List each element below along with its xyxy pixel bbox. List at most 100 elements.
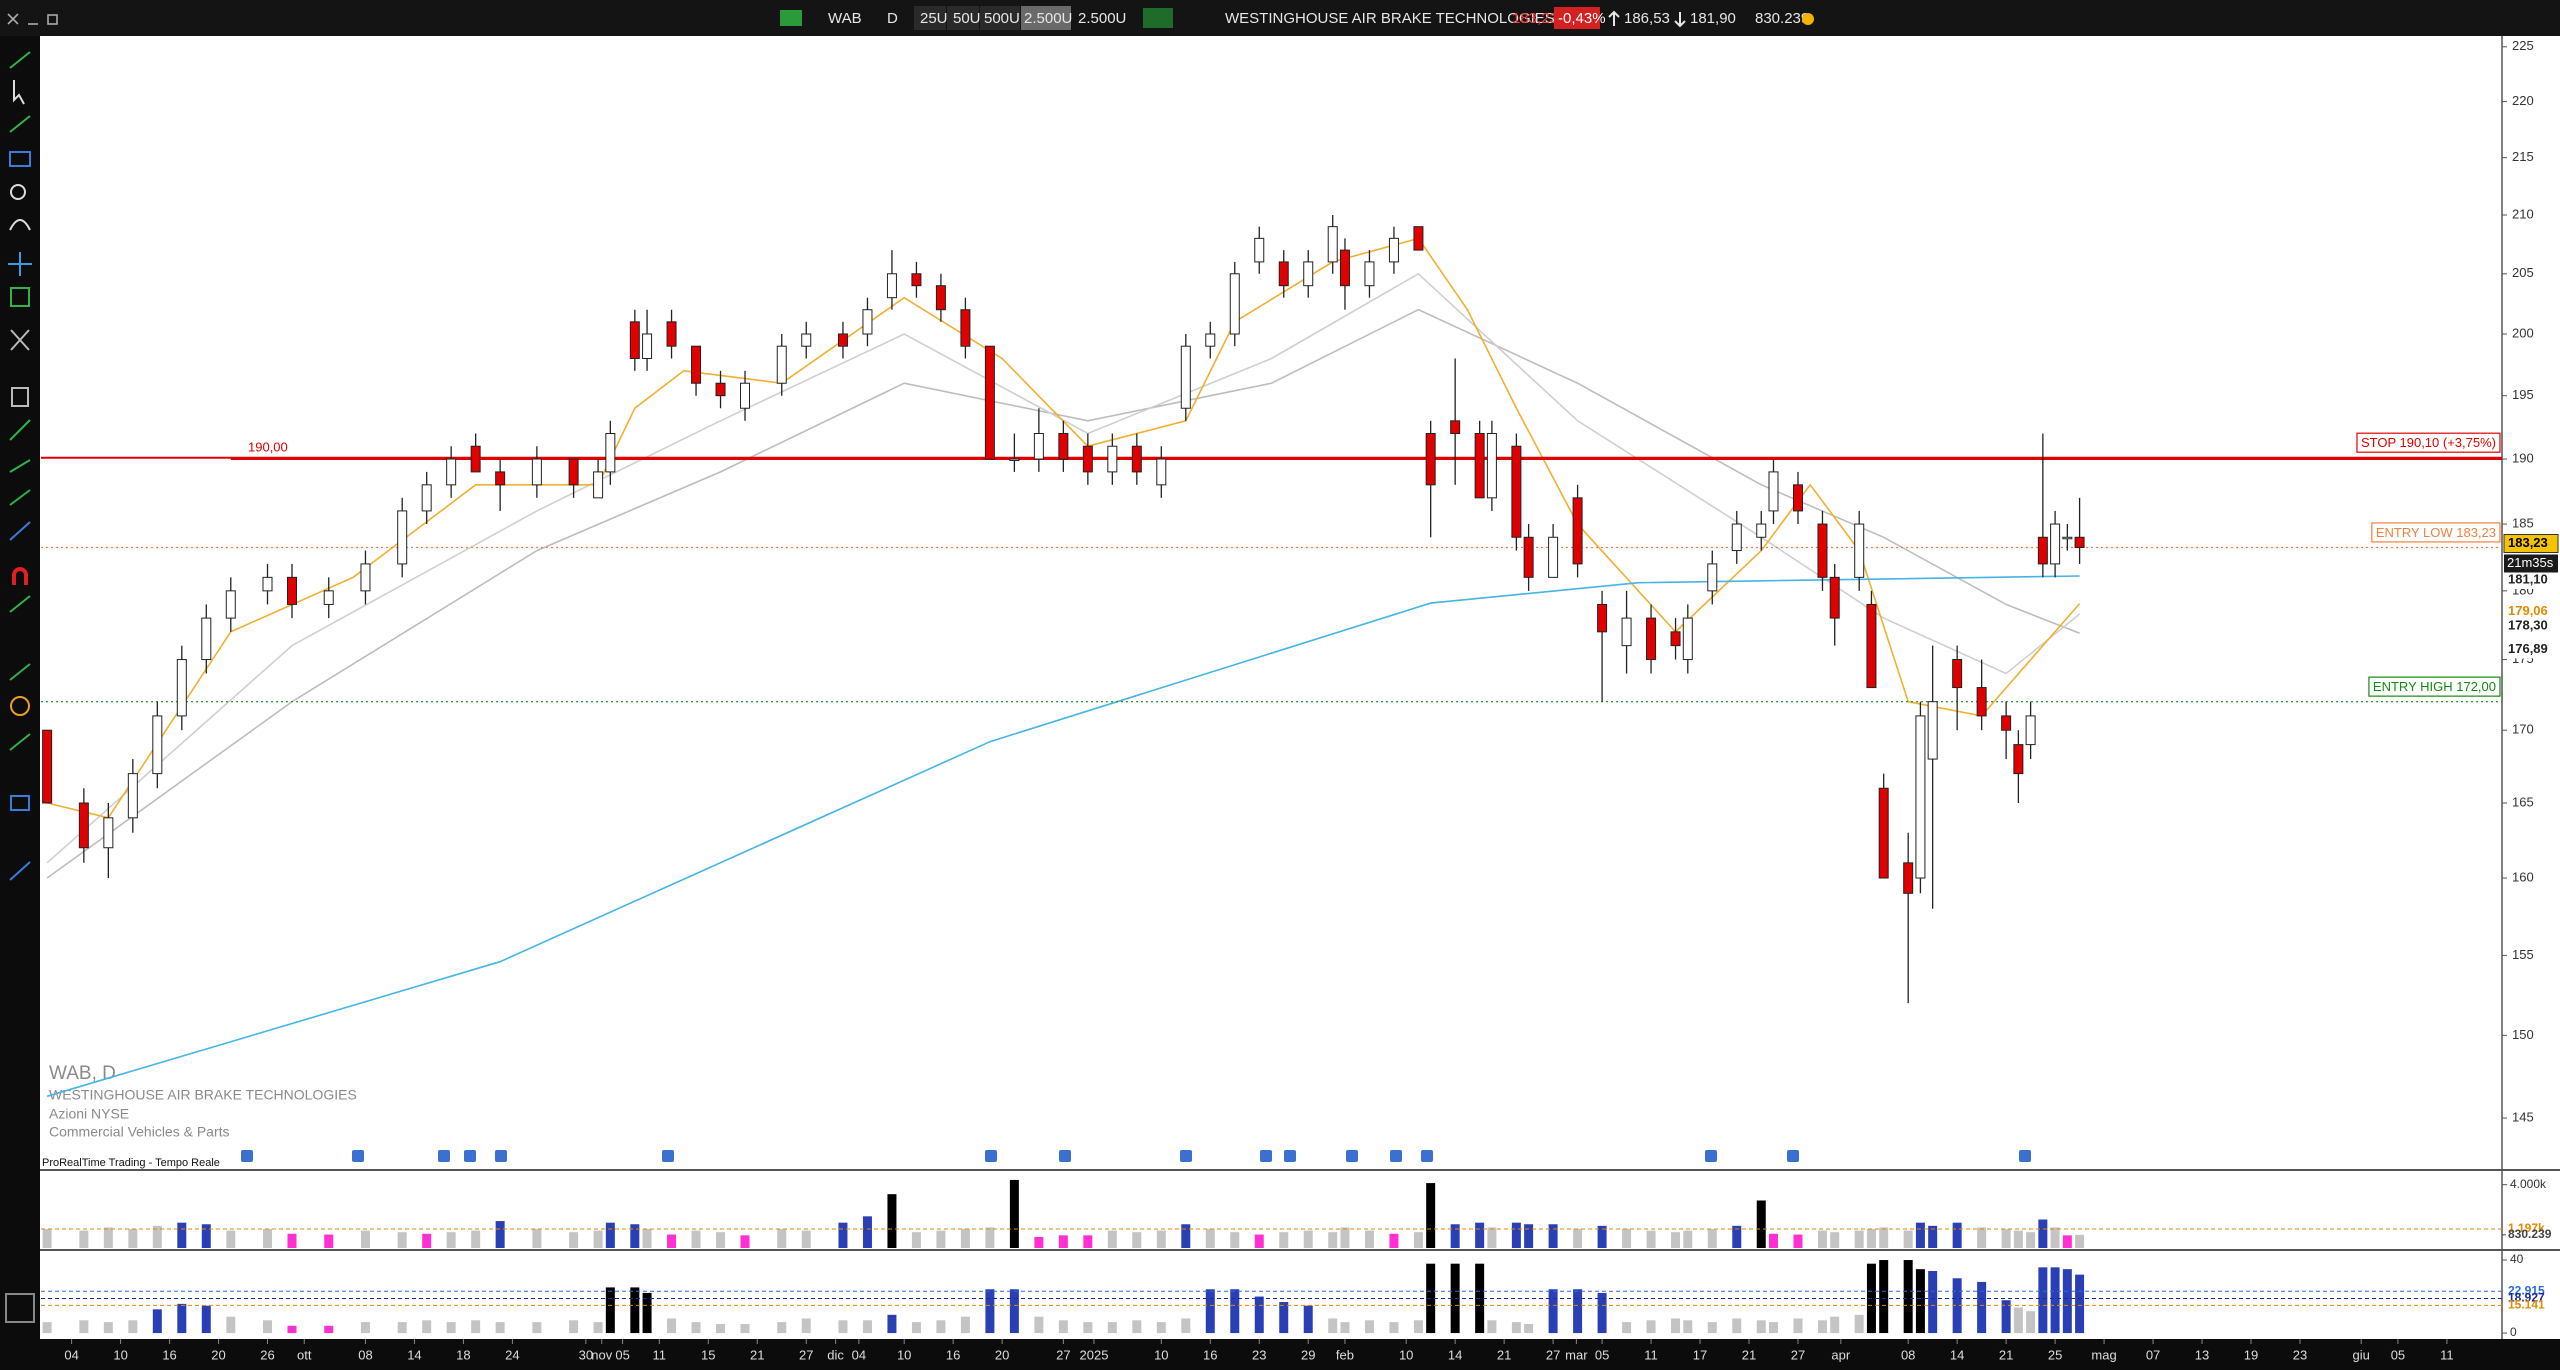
unit-label[interactable]: 25U: [920, 10, 948, 27]
change-badge: [1554, 7, 1600, 29]
oscillator-bar: [667, 1318, 677, 1334]
y-tick-label: 170: [2512, 722, 2534, 737]
symbol[interactable]: WAB: [828, 10, 862, 27]
unit-select[interactable]: 2.500U: [1078, 10, 1126, 27]
oscillator-bar: [1830, 1316, 1840, 1334]
candle-body: [1033, 433, 1044, 460]
candle-body: [1768, 471, 1779, 512]
x-tick-label: 23: [2293, 1347, 2307, 1362]
oscillator-bar: [801, 1318, 811, 1334]
volume-bar: [532, 1229, 542, 1248]
unit-label[interactable]: 500U: [984, 10, 1020, 27]
oscillator-bar: [1034, 1316, 1044, 1334]
level-label: ENTRY HIGH 172,00: [2373, 679, 2496, 694]
x-tick-label: 10: [897, 1347, 911, 1362]
unit-label[interactable]: 2.500U: [1024, 10, 1072, 27]
volume-bar: [1426, 1183, 1436, 1248]
oscillator-bar: [862, 1320, 872, 1334]
candle-body: [1903, 862, 1914, 894]
candle-body: [1180, 345, 1191, 409]
volume-bar: [287, 1233, 297, 1248]
oscillator-bar: [1622, 1322, 1632, 1334]
volume-bar: [1009, 1179, 1019, 1248]
candle-body: [1303, 261, 1314, 287]
candle-body: [862, 309, 873, 335]
event-icons[interactable]: [241, 1150, 2031, 1162]
top-toolbar: [0, 0, 2560, 36]
candle-body: [1450, 420, 1461, 435]
volume-bar: [1707, 1229, 1717, 1248]
x-tick-label: 15: [701, 1347, 715, 1362]
time-axis: [40, 1339, 2560, 1370]
x-tick-label: 10: [113, 1347, 127, 1362]
volume-bar: [838, 1222, 848, 1248]
unit-button-active[interactable]: [1021, 6, 1071, 30]
candle-body: [1707, 563, 1718, 592]
volume-bar: [716, 1232, 726, 1248]
candle-body: [1156, 458, 1167, 486]
x-tick-label: 16: [946, 1347, 960, 1362]
volume-bar: [985, 1227, 995, 1248]
volume-bar: [1413, 1232, 1423, 1248]
candle-body: [1572, 497, 1583, 565]
oscillator-bar: [936, 1320, 946, 1334]
volume-bar: [1156, 1230, 1166, 1248]
drawing-tools[interactable]: [5, 51, 35, 1323]
oscillator-bar: [2038, 1267, 2048, 1334]
oscillator-bar: [1707, 1322, 1717, 1334]
chart-icon[interactable]: [780, 10, 802, 26]
candle-body: [421, 484, 432, 512]
volume-bar: [1389, 1233, 1399, 1248]
candle-body: [1278, 261, 1289, 287]
last-value-label: 181,10: [2508, 571, 2548, 586]
oscillator-bar: [1205, 1289, 1215, 1334]
candle-body: [1682, 617, 1693, 661]
volume-bar: [360, 1230, 370, 1248]
level-label: STOP 190,10 (+3,75%): [2361, 435, 2496, 450]
last-value-box: [2504, 602, 2558, 621]
candle-body: [470, 445, 481, 473]
candle-body: [1854, 523, 1865, 578]
x-tick-label: 2025: [1080, 1347, 1109, 1362]
unit-button[interactable]: [947, 6, 979, 30]
volume-bar: [1952, 1222, 1962, 1248]
x-tick-label: 27: [799, 1347, 813, 1362]
oscillator-bar: [532, 1322, 542, 1334]
window-controls[interactable]: [7, 13, 58, 25]
candle-body: [225, 590, 236, 619]
indicator-icon[interactable]: [1143, 8, 1173, 28]
candle-body: [911, 273, 922, 287]
volume-bar: [1279, 1232, 1289, 1248]
volume-bar: [1671, 1232, 1681, 1248]
volume-bar: [1058, 1235, 1068, 1248]
x-tick-label: 21: [1742, 1347, 1756, 1362]
last-value-label: 179,06: [2508, 603, 2548, 618]
y-tick-label: 215: [2512, 149, 2534, 164]
timeframe[interactable]: D: [887, 10, 898, 27]
volume-bar: [1340, 1227, 1350, 1248]
last-value-label: 176,89: [2508, 641, 2548, 656]
volume-bar: [1034, 1236, 1044, 1248]
last-price: 183,23: [1512, 10, 1558, 27]
volume-bar: [1573, 1229, 1583, 1248]
unit-button[interactable]: [914, 6, 946, 30]
volume-bar: [1817, 1230, 1827, 1248]
candle-body: [1327, 226, 1338, 263]
volume-bar: [2062, 1235, 2072, 1248]
volume-bar: [630, 1224, 640, 1248]
unit-button[interactable]: [980, 6, 1020, 30]
volume-bar: [1854, 1230, 1864, 1248]
volume-bar: [1132, 1232, 1142, 1248]
candle-body: [152, 715, 163, 775]
volume-bar: [42, 1229, 52, 1248]
y-tick-label: 40: [2510, 1252, 2524, 1266]
y-tick-label: 220: [2512, 93, 2534, 108]
volume-bar: [1328, 1232, 1338, 1248]
volume-bar: [862, 1216, 872, 1248]
candle-body: [1731, 523, 1742, 552]
unit-label[interactable]: 50U: [953, 10, 981, 27]
candle-body: [1474, 433, 1485, 499]
moving-average: [46, 308, 2080, 879]
